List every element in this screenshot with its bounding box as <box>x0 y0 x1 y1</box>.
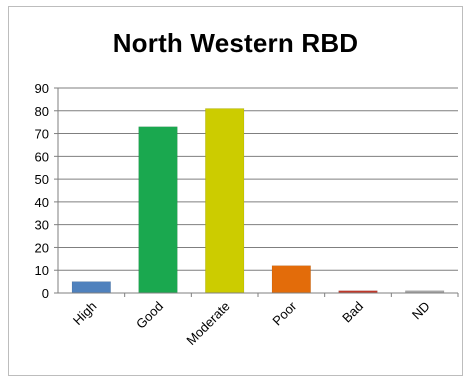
y-tick-label: 70 <box>35 127 49 142</box>
y-axis-ticks: 0 10 20 30 40 50 60 70 80 90 <box>35 81 58 301</box>
y-tick-label: 40 <box>35 195 49 210</box>
y-tick-label: 80 <box>35 104 49 119</box>
bar-high <box>71 281 111 294</box>
gridlines <box>58 87 458 271</box>
y-tick-label: 10 <box>35 263 49 278</box>
bar-moderate <box>205 108 245 294</box>
y-tick-label: 20 <box>35 240 49 255</box>
y-tick-label: 90 <box>35 81 49 96</box>
chart-title: North Western RBD <box>112 28 359 58</box>
x-tick-label-good: Good <box>133 299 166 332</box>
y-tick-label: 0 <box>42 286 49 301</box>
bar-poor <box>271 265 311 294</box>
x-axis-labels: High Good Moderate Poor Bad ND <box>70 293 459 348</box>
y-tick-label: 60 <box>35 149 49 164</box>
x-tick-label-poor: Poor <box>269 298 299 328</box>
x-tick-label-high: High <box>70 299 100 329</box>
x-tick-label-moderate: Moderate <box>183 299 232 348</box>
y-tick-label: 50 <box>35 172 49 187</box>
x-tick-label-bad: Bad <box>339 299 366 326</box>
y-tick-label: 30 <box>35 218 49 233</box>
bars <box>71 108 445 294</box>
bar-good <box>138 126 178 294</box>
x-tick-label-nd: ND <box>409 299 433 323</box>
